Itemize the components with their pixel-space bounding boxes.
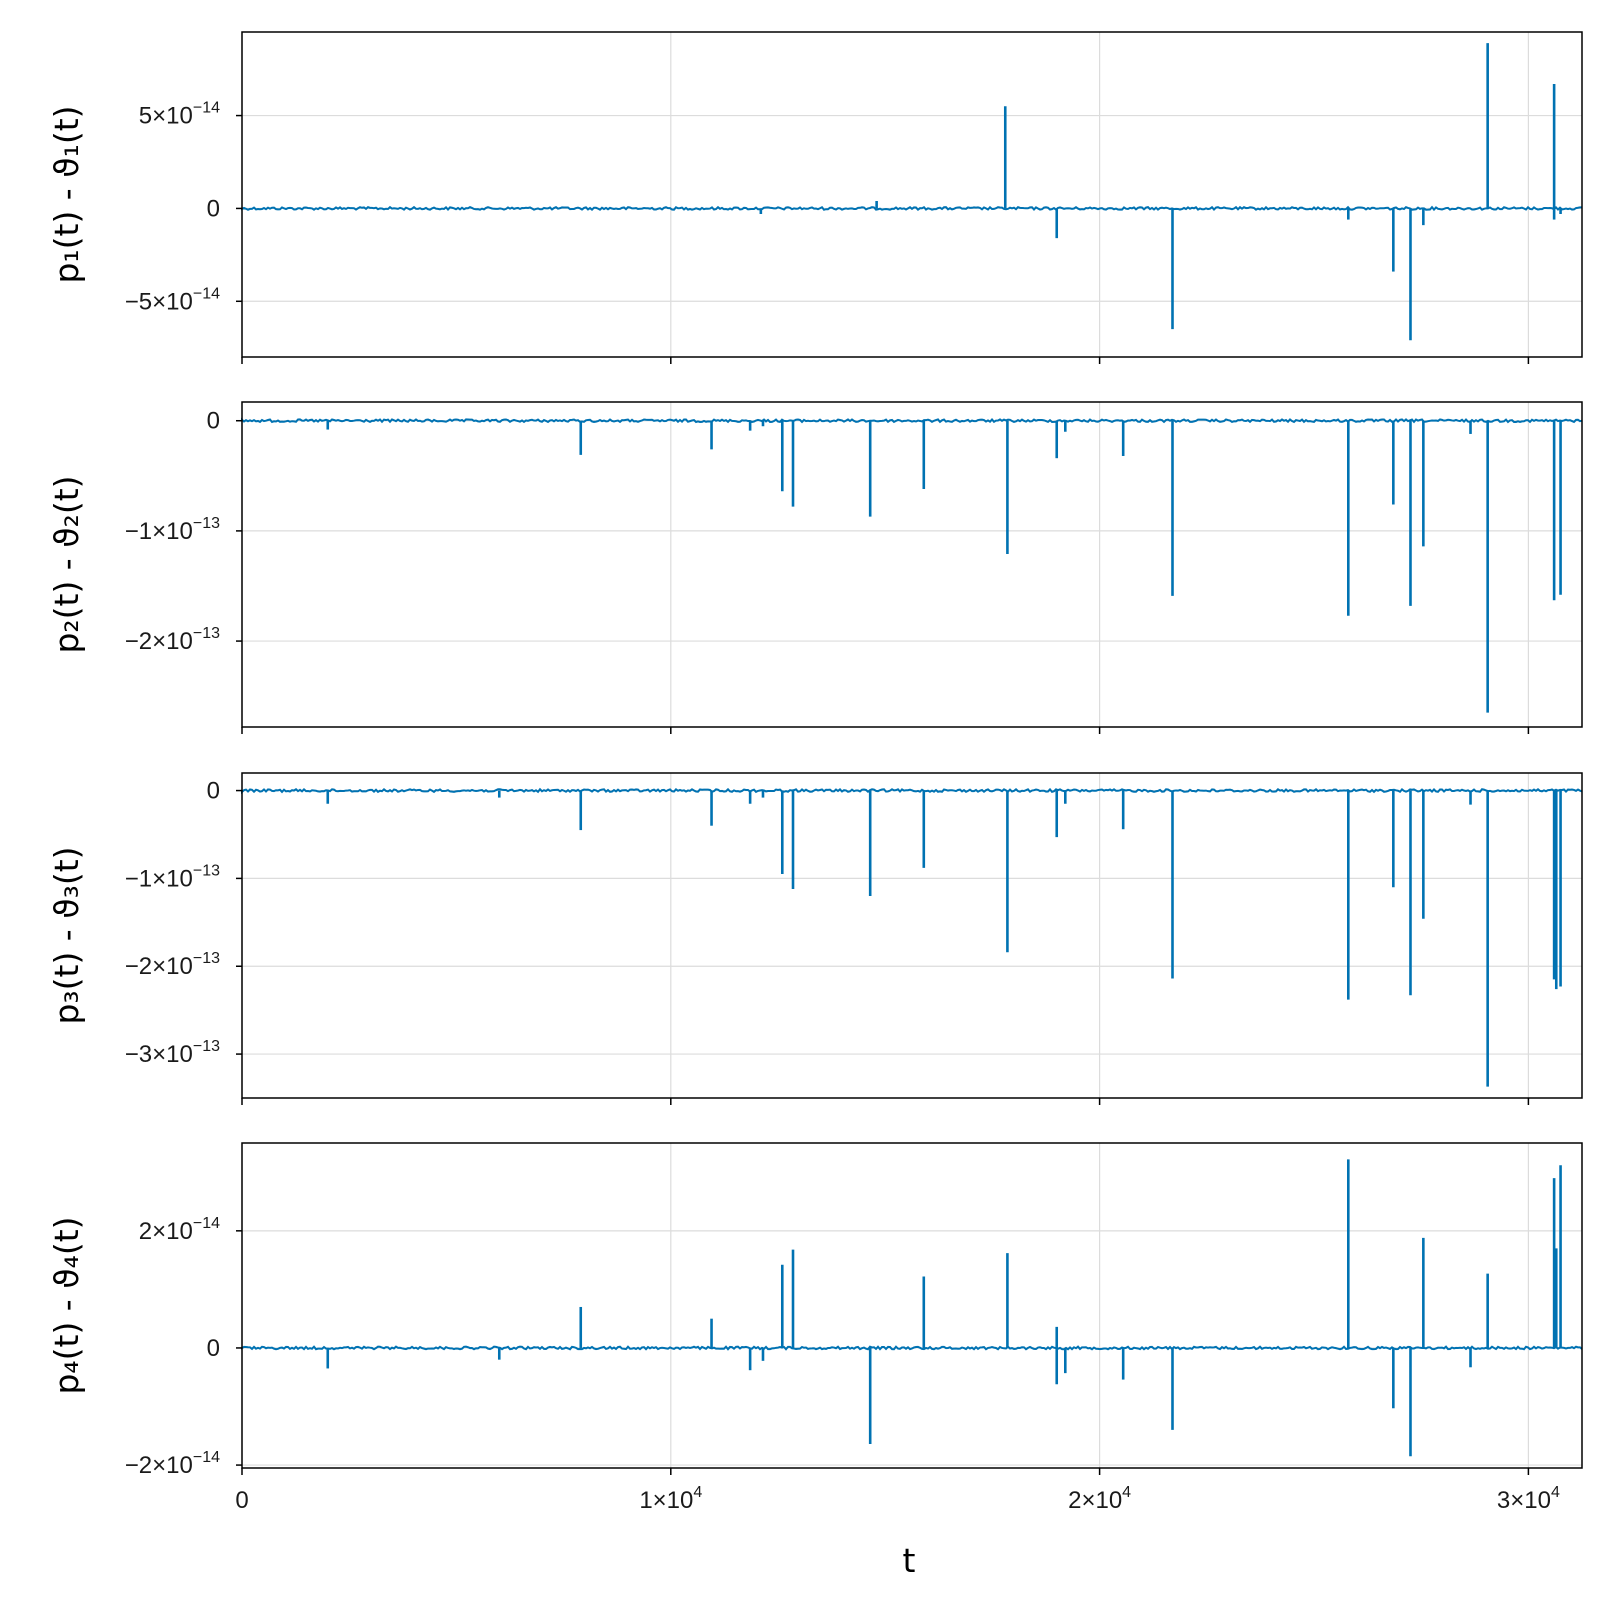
y-tick-label: 0 xyxy=(207,408,220,435)
y-axis-title: p₁(t) - ϑ₁(t) xyxy=(47,105,86,283)
plot-frame xyxy=(241,401,1583,728)
x-axis-title: t xyxy=(903,1541,916,1580)
noise-trace xyxy=(241,787,1583,794)
x-tick-label: 0 xyxy=(235,1487,248,1514)
noise-trace xyxy=(241,205,1583,212)
y-tick-label: 2×10−14 xyxy=(139,1215,220,1245)
plot-frame xyxy=(241,1142,1583,1469)
noise-trace xyxy=(241,1345,1583,1351)
y-tick-label: 0 xyxy=(207,195,220,222)
x-tick-label: 3×104 xyxy=(1497,1484,1560,1514)
plot-frame xyxy=(241,31,1583,358)
x-tick-label: 1×104 xyxy=(639,1484,702,1514)
y-axis-title: p₃(t) - ϑ₃(t) xyxy=(47,846,86,1024)
y-tick-label: 0 xyxy=(207,1335,220,1362)
plot-frame xyxy=(241,772,1583,1099)
y-axis-title: p₄(t) - ϑ₄(t) xyxy=(47,1216,86,1394)
y-tick-label: −3×10−13 xyxy=(125,1038,220,1068)
y-tick-label: 0 xyxy=(207,778,220,805)
x-tick-label: 2×104 xyxy=(1068,1484,1131,1514)
noise-trace xyxy=(241,417,1583,424)
y-axis-title: p₂(t) - ϑ₂(t) xyxy=(47,475,86,653)
